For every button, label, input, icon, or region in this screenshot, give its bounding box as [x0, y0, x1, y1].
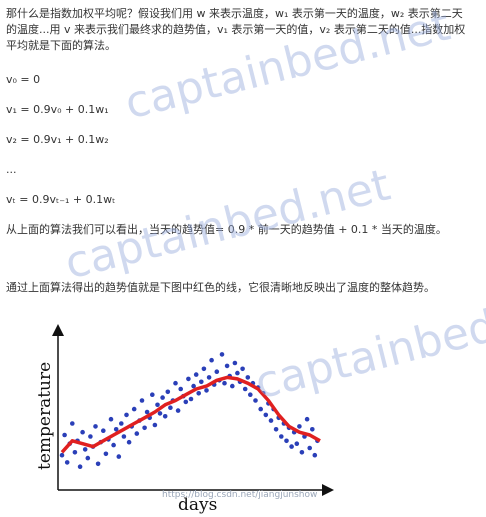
data-point	[121, 434, 127, 439]
data-point	[242, 386, 248, 392]
data-point	[111, 442, 116, 448]
data-point	[263, 412, 269, 418]
data-point	[304, 416, 310, 422]
data-point	[101, 428, 106, 433]
data-point	[230, 383, 235, 389]
data-point	[64, 460, 70, 465]
data-point	[134, 431, 140, 436]
intro-line-3: 平均就是下面的算法。	[6, 39, 116, 52]
scatter-points	[59, 352, 320, 469]
data-point	[119, 421, 124, 426]
data-point	[209, 357, 214, 363]
data-point	[232, 360, 238, 366]
data-point	[284, 438, 289, 444]
data-point	[155, 402, 160, 408]
data-point	[183, 399, 189, 405]
data-point	[108, 416, 114, 422]
data-point	[139, 398, 145, 403]
data-point	[204, 388, 209, 393]
data-point	[62, 432, 67, 438]
data-point	[152, 422, 158, 428]
data-point	[82, 447, 88, 452]
data-point	[162, 414, 168, 419]
formula-vt: vₜ = 0.9vₜ₋₁ + 0.1wₜ	[6, 193, 116, 206]
data-point	[310, 427, 315, 432]
data-point	[85, 455, 91, 461]
data-point	[126, 439, 132, 445]
data-point	[88, 434, 93, 439]
data-point	[279, 434, 284, 439]
data-point	[214, 369, 220, 374]
data-point	[268, 418, 274, 423]
data-point	[59, 452, 65, 458]
data-point	[222, 380, 227, 386]
data-point	[289, 444, 294, 449]
data-point	[188, 396, 194, 402]
data-point	[294, 441, 300, 446]
data-point	[144, 409, 150, 415]
intro-line-2: 的温度...用 v 来表示我们最终求的趋势值，v₁ 表示第一天的值，v₂ 表示第…	[6, 23, 466, 36]
data-point	[113, 427, 119, 432]
x-axis-label: days	[178, 495, 217, 515]
data-point	[307, 445, 313, 451]
data-point	[95, 461, 101, 467]
y-axis-arrow-icon	[52, 324, 64, 336]
image-credit: https://blog.csdn.net/jiangjunshow	[162, 490, 318, 500]
data-point	[178, 386, 183, 392]
data-point	[312, 452, 318, 458]
data-point	[196, 391, 201, 396]
data-point	[165, 389, 171, 395]
data-point	[299, 450, 305, 455]
data-point	[201, 366, 207, 372]
data-point	[258, 406, 263, 412]
data-point	[103, 451, 109, 457]
data-point	[157, 411, 163, 416]
data-point	[150, 392, 155, 397]
data-point	[142, 425, 147, 431]
data-point	[186, 376, 191, 382]
data-point	[253, 398, 258, 403]
data-point	[72, 450, 78, 455]
data-point	[193, 372, 199, 377]
formula-v2: v₂ = 0.9v₁ + 0.1w₂	[6, 133, 109, 146]
temperature-chart: temperature days	[38, 324, 334, 515]
data-point	[175, 408, 181, 413]
data-point	[93, 424, 98, 429]
formula-ellipsis: ...	[6, 163, 17, 176]
formula-v1: v₁ = 0.9v₀ + 0.1w₁	[6, 103, 109, 116]
summary-text: 从上面的算法我们可以看出，当天的趋势值= 0.9 * 前一天的趋势值 + 0.1…	[6, 223, 447, 236]
data-point	[116, 454, 122, 459]
intro-line-1: 那什么是指数加权平均呢？假设我们用 w 来表示温度，w₁ 表示第一天的温度，w₂…	[6, 7, 463, 20]
y-axis-label: temperature	[38, 362, 55, 470]
data-point	[297, 424, 302, 429]
intro-paragraph: 那什么是指数加权平均呢？假设我们用 w 来表示温度，w₁ 表示第一天的温度，w₂…	[6, 6, 482, 54]
figure-caption: 通过上面算法得出的趋势值就是下图中红色的线，它很清晰地反映出了温度的整体趋势。	[6, 281, 435, 294]
data-point	[124, 412, 129, 418]
trend-line	[60, 375, 321, 454]
x-axis-arrow-icon	[322, 484, 334, 496]
data-point	[206, 375, 212, 380]
data-point	[219, 352, 225, 357]
data-point	[240, 366, 245, 372]
formula-v0: v₀ = 0	[6, 73, 41, 86]
data-point	[248, 392, 253, 397]
data-point	[168, 405, 173, 410]
data-point	[80, 429, 85, 435]
data-point	[245, 375, 251, 380]
data-point	[191, 383, 196, 389]
data-point	[199, 379, 204, 385]
data-point	[160, 395, 165, 400]
data-point	[224, 363, 230, 369]
data-point	[70, 421, 75, 426]
data-point	[77, 464, 83, 469]
data-point	[235, 370, 240, 376]
data-point	[173, 380, 178, 386]
data-point	[131, 406, 137, 412]
data-point	[273, 427, 279, 432]
